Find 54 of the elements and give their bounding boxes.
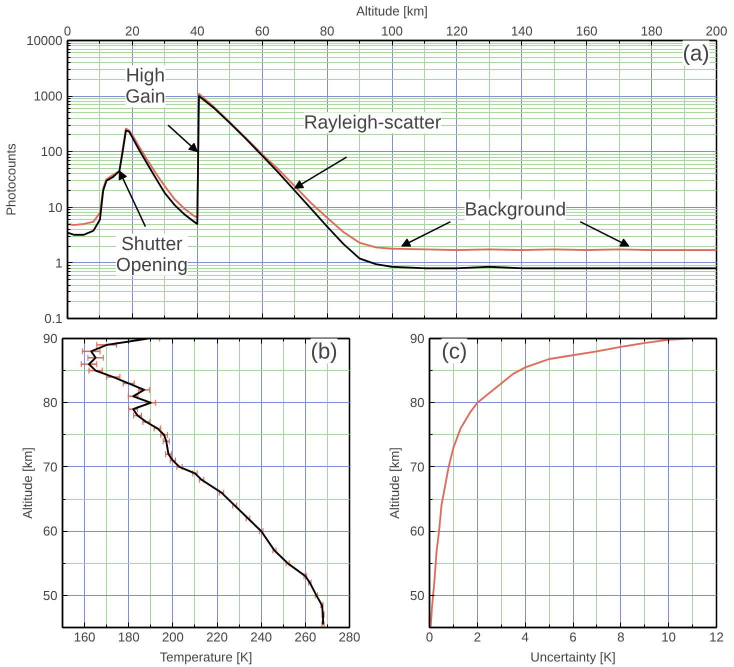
y-tick-label: 100 bbox=[40, 144, 63, 160]
x-tick-label: 0 bbox=[426, 630, 434, 644]
x-tick-label: 200 bbox=[706, 24, 728, 38]
annotation: (b) bbox=[310, 338, 338, 364]
x-tick-label: 180 bbox=[118, 630, 140, 644]
x-tick-label: 200 bbox=[162, 630, 184, 644]
y-tick-label: 90 bbox=[410, 331, 425, 346]
y-tick-label: 0.1 bbox=[44, 311, 63, 326]
x-axis-title: Temperature [K] bbox=[160, 650, 252, 664]
x-tick-label: 180 bbox=[640, 24, 662, 38]
x-tick-label: 160 bbox=[74, 630, 96, 644]
x-tick-label: 240 bbox=[250, 630, 272, 644]
y-tick-label: 70 bbox=[410, 459, 425, 474]
annotation: High Gain bbox=[125, 65, 166, 108]
y-tick-label: 50 bbox=[43, 588, 58, 603]
annotation: Rayleigh-scatter bbox=[304, 112, 442, 134]
y-tick-label: 60 bbox=[410, 524, 425, 539]
x-tick-label: 120 bbox=[446, 24, 468, 38]
x-tick-label: 60 bbox=[254, 24, 270, 38]
x-tick-label: 40 bbox=[190, 24, 205, 38]
x-tick-label: 6 bbox=[569, 630, 577, 644]
x-tick-label: 140 bbox=[510, 24, 533, 38]
x-tick-label: 220 bbox=[206, 630, 228, 644]
y-tick-label: 70 bbox=[43, 459, 58, 474]
y-axis-title: Altitude [km] bbox=[20, 447, 36, 519]
y-tick-label: 10 bbox=[48, 200, 63, 215]
annotation: (a) bbox=[682, 40, 710, 66]
y-tick-label: 90 bbox=[43, 331, 58, 346]
y-tick-label: 80 bbox=[410, 395, 425, 410]
y-tick-label: 1000 bbox=[34, 88, 62, 104]
x-tick-label: 80 bbox=[320, 24, 334, 38]
y-tick-label: 60 bbox=[43, 524, 58, 539]
y-tick-label: 80 bbox=[43, 395, 58, 410]
y-tick-label: 50 bbox=[410, 588, 425, 603]
x-tick-label: 20 bbox=[125, 24, 140, 38]
annotation: Shutter Opening bbox=[116, 234, 188, 276]
y-tick-label: 1 bbox=[55, 255, 63, 270]
x-tick-label: 4 bbox=[522, 630, 529, 644]
x-tick-label: 8 bbox=[617, 630, 624, 644]
x-tick-label: 12 bbox=[709, 630, 724, 644]
x-axis-title: Altitude [km] bbox=[356, 4, 428, 18]
x-tick-label: 160 bbox=[576, 24, 598, 38]
annotation: (c) bbox=[442, 338, 468, 364]
x-tick-label: 100 bbox=[381, 24, 403, 38]
x-tick-label: 10 bbox=[661, 630, 676, 644]
x-tick-label: 2 bbox=[474, 630, 481, 644]
annotation: Background bbox=[464, 199, 566, 220]
y-axis-title: Altitude [km] bbox=[387, 447, 402, 519]
x-tick-label: 260 bbox=[294, 630, 316, 644]
x-tick-label: 0 bbox=[64, 24, 72, 38]
x-tick-label: 280 bbox=[338, 630, 360, 644]
y-tick-label: 10000 bbox=[26, 33, 63, 48]
x-axis-title: Uncertainty [K] bbox=[530, 650, 616, 664]
y-axis-title: Photocounts bbox=[3, 142, 18, 216]
